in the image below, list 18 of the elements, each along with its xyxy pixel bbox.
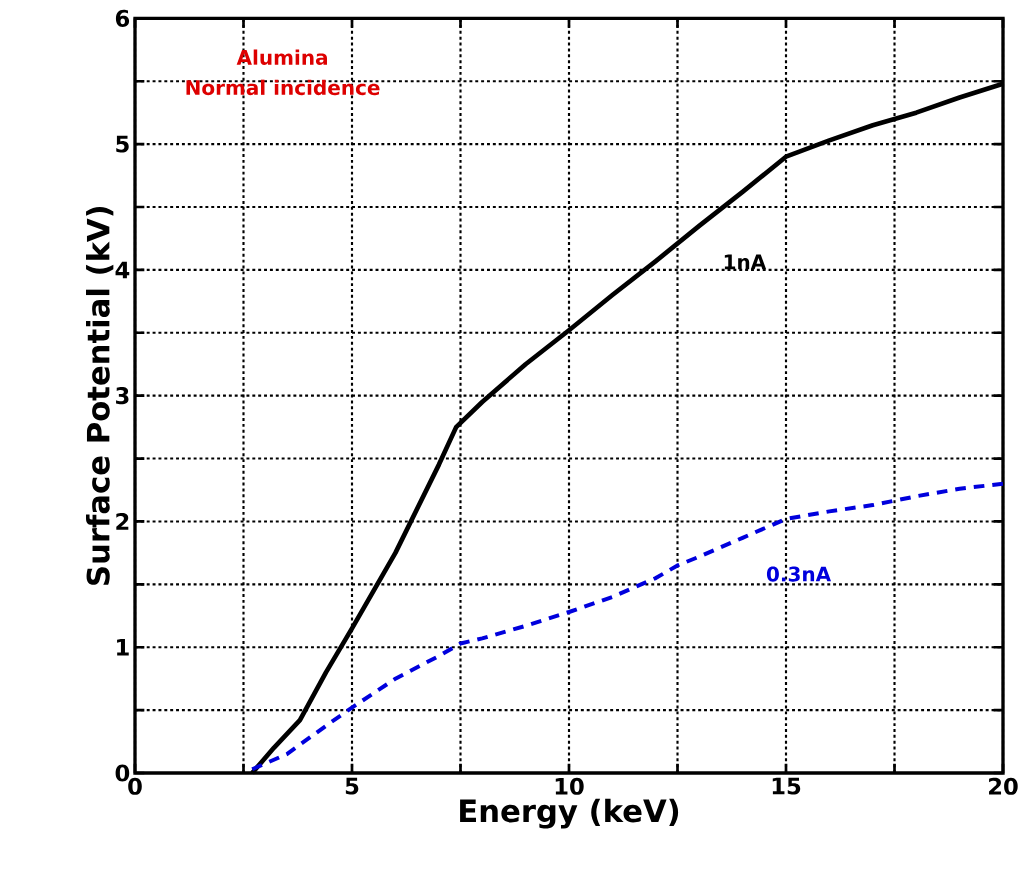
y-tick-label: 3 xyxy=(116,387,129,405)
y-tick-label: 1 xyxy=(117,638,129,656)
series-label: 0.3nA xyxy=(766,566,832,582)
x-tick-label: 10 xyxy=(555,777,584,795)
y-tick-label: 4 xyxy=(115,261,130,279)
x-axis-title: Energy (keV) xyxy=(460,798,679,829)
y-tick-label: 6 xyxy=(115,9,130,27)
y-tick-label: 0 xyxy=(115,764,130,782)
x-tick-label: 5 xyxy=(345,777,359,795)
y-tick-label: 5 xyxy=(116,135,129,153)
annotation: Normal incidence xyxy=(186,79,380,96)
y-tick-label: 2 xyxy=(116,513,129,530)
series-label: 1nA xyxy=(724,254,767,270)
x-tick-label: 0 xyxy=(128,777,142,795)
y-axis-title: Surface Potential (kV) xyxy=(86,206,114,585)
x-tick-label: 20 xyxy=(989,777,1018,795)
annotation: Alumina xyxy=(236,49,327,65)
x-tick-label: 15 xyxy=(772,777,801,795)
